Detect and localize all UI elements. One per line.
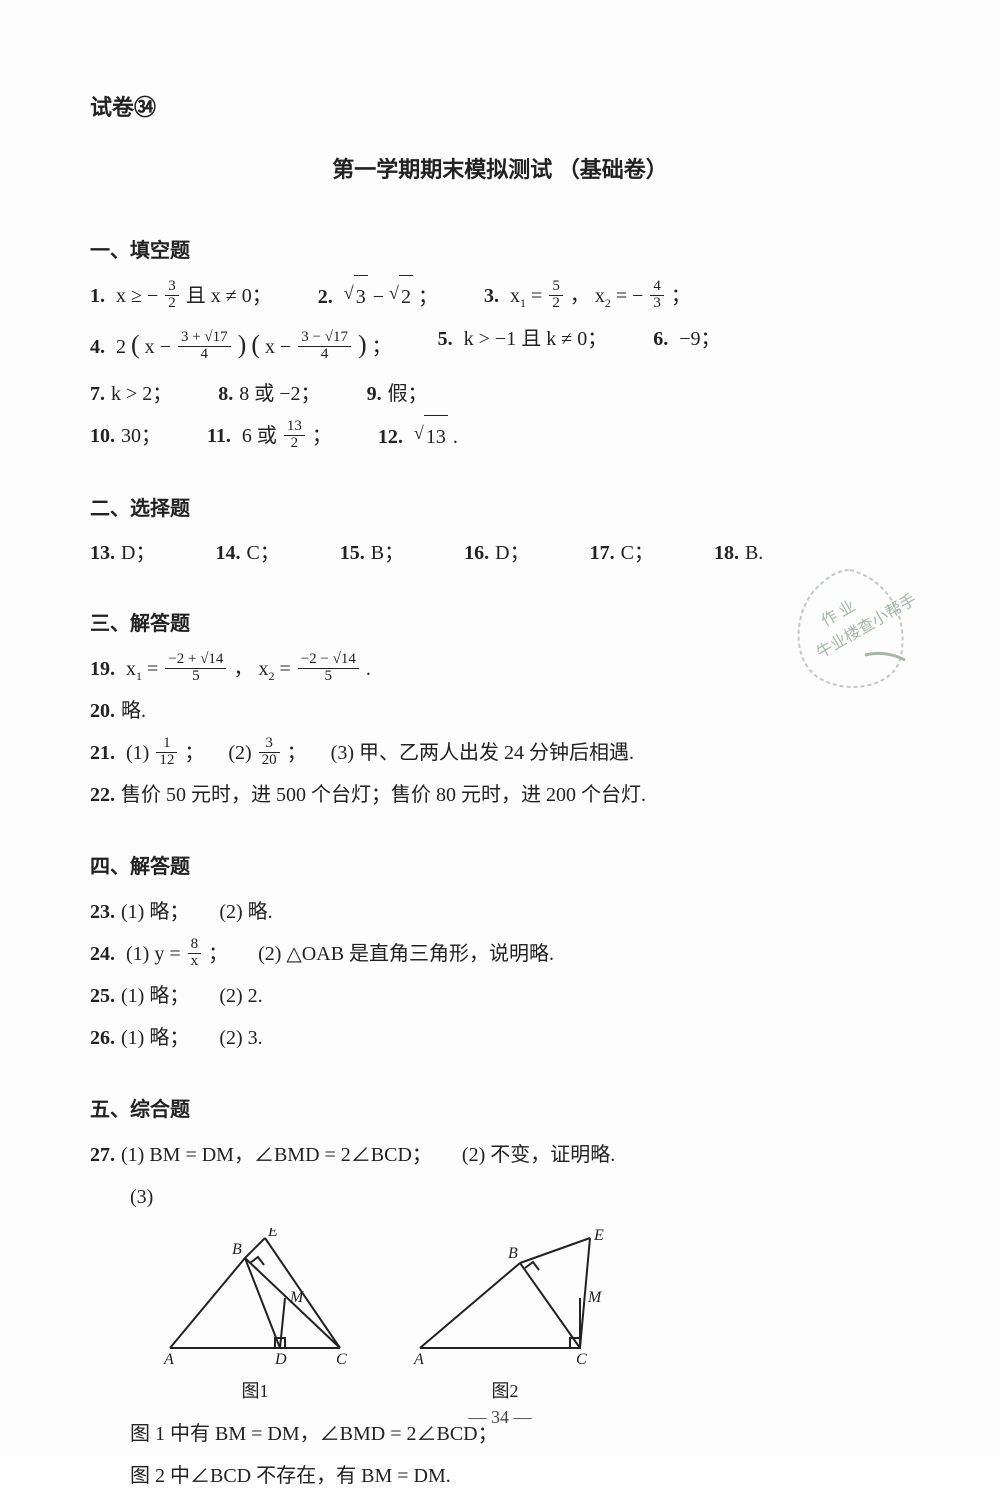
q2-sqrt2: 2 [389, 275, 413, 318]
fig2-label-B: B [508, 1245, 518, 1262]
q1-frac: 32 [165, 279, 179, 312]
page-title: 第一学期期末模拟测试 （基础卷） [90, 152, 910, 184]
fig1-label-A: A [163, 1351, 174, 1368]
q3-frac1: 52 [549, 279, 563, 312]
fill-q6: 6. −9； [653, 318, 720, 373]
fig1-label-D: D [274, 1351, 287, 1368]
choice-q15: 15.B； [340, 533, 404, 573]
q27-figures: A D C B E M 图1 [150, 1228, 910, 1403]
page-root: 试卷㉞ 第一学期期末模拟测试 （基础卷） 一、填空题 1. x ≥ − 32 且… [0, 0, 1000, 1458]
q3-num: 3. [484, 285, 499, 307]
choice-q13: 13.D； [90, 533, 155, 573]
fig2-label-A: A [413, 1351, 424, 1368]
solve-q22: 22.售价 50 元时，进 500 个台灯；售价 80 元时，进 200 个台灯… [90, 774, 910, 816]
fill-row-3: 7.k > 2； 8.8 或 −2； 9.假； [90, 373, 910, 415]
solve-q19: 19. x1 = −2 + √145 ， x2 = −2 − √145 . [90, 648, 910, 690]
q1-num: 1. [90, 285, 105, 307]
fill-q1: 1. x ≥ − 32 且 x ≠ 0； [90, 275, 272, 318]
solve-q20: 20.略. [90, 690, 910, 732]
fill-row-4: 10.30； 11. 6 或 132 ； 12. 13 . [90, 415, 910, 458]
fig2-label-M: M [587, 1289, 603, 1306]
figure-2-svg: A C B E M [400, 1228, 610, 1368]
fill-row-1: 1. x ≥ − 32 且 x ≠ 0； 2. 3 − 2 ； 3. x1 = … [90, 275, 910, 318]
choice-q16: 16.D； [464, 533, 529, 573]
q24-frac: 8x [188, 937, 202, 970]
q3-frac2: 43 [650, 279, 664, 312]
fill-q9: 9.假； [367, 373, 428, 415]
section-2-heading: 二、选择题 [90, 492, 910, 521]
fill-q8: 8.8 或 −2； [218, 373, 320, 415]
fig2-label-C: C [576, 1351, 587, 1368]
solve-q26: 26.(1) 略； (2) 3. [90, 1017, 910, 1059]
q19-frac2: −2 − √145 [298, 652, 359, 685]
test-label: 试卷㉞ [90, 90, 910, 122]
q21-frac1: 112 [156, 736, 177, 769]
fill-q7: 7.k > 2； [90, 373, 172, 415]
fig1-label-C: C [336, 1351, 347, 1368]
fill-q11: 11. 6 或 132 ； [207, 415, 332, 458]
comp-q27-line2: (3) [130, 1176, 910, 1218]
figure-2-label: 图2 [400, 1377, 610, 1403]
q11-frac: 132 [284, 419, 305, 452]
solve-q21: 21. (1) 112 ； (2) 320 ； (3) 甲、乙两人出发 24 分… [90, 732, 910, 774]
comp-q27-line1: 27.(1) BM = DM，∠BMD = 2∠BCD； (2) 不变，证明略. [90, 1134, 910, 1176]
solve-q24: 24. (1) y = 8x ； (2) △OAB 是直角三角形，说明略. [90, 933, 910, 975]
choice-q17: 17.C； [590, 533, 654, 573]
fill-q2: 2. 3 − 2 ； [318, 275, 438, 318]
q4-num: 4. [90, 336, 105, 358]
choice-row: 13.D； 14.C； 15.B； 16.D； 17.C； 18.B. [90, 533, 910, 573]
q2-tail: ； [418, 286, 438, 308]
figure-1-label: 图1 [150, 1377, 360, 1403]
q2-num: 2. [318, 286, 333, 308]
figure-1: A D C B E M 图1 [150, 1228, 360, 1403]
comp-q27-line4: 图 2 中∠BCD 不存在，有 BM = DM. [130, 1455, 910, 1497]
fill-q12: 12. 13 . [378, 415, 458, 458]
page-number: — 34 — [0, 1407, 1000, 1428]
q2-sqrt1: 3 [344, 275, 368, 318]
q1-before: x ≥ − [116, 285, 158, 307]
section-1-heading: 一、填空题 [90, 234, 910, 263]
figure-2: A C B E M 图2 [400, 1228, 610, 1403]
choice-q14: 14.C； [215, 533, 279, 573]
q2-minus: − [373, 286, 389, 308]
section-3-heading: 三、解答题 [90, 607, 910, 636]
fill-q4: 4. 2 ( x − 3 + √174 ) ( x − 3 − √174 ) ； [90, 318, 392, 373]
fill-q3: 3. x1 = 52 ， x2 = − 43 ； [484, 275, 691, 318]
q21-frac2: 320 [259, 736, 280, 769]
fig1-label-B: B [232, 1241, 242, 1258]
fig1-label-M: M [289, 1289, 305, 1306]
fig2-label-E: E [593, 1228, 604, 1244]
section-4-heading: 四、解答题 [90, 850, 910, 879]
q12-sqrt: 13 [414, 415, 448, 458]
solve-q25: 25.(1) 略； (2) 2. [90, 975, 910, 1017]
q1-after: 且 x ≠ 0； [186, 285, 272, 307]
fig1-label-E: E [267, 1228, 278, 1240]
choice-q18: 18.B. [714, 533, 763, 573]
fill-row-2: 4. 2 ( x − 3 + √174 ) ( x − 3 − √174 ) ；… [90, 318, 910, 373]
q4-frac1: 3 + √174 [178, 330, 231, 363]
q4-frac2: 3 − √174 [298, 330, 351, 363]
figure-1-svg: A D C B E M [150, 1228, 360, 1368]
solve-q23: 23.(1) 略； (2) 略. [90, 891, 910, 933]
fill-q10: 10.30； [90, 415, 161, 458]
section-5-heading: 五、综合题 [90, 1093, 910, 1122]
q19-frac1: −2 + √145 [165, 652, 226, 685]
fill-q5: 5. k > −1 且 k ≠ 0； [438, 318, 608, 373]
